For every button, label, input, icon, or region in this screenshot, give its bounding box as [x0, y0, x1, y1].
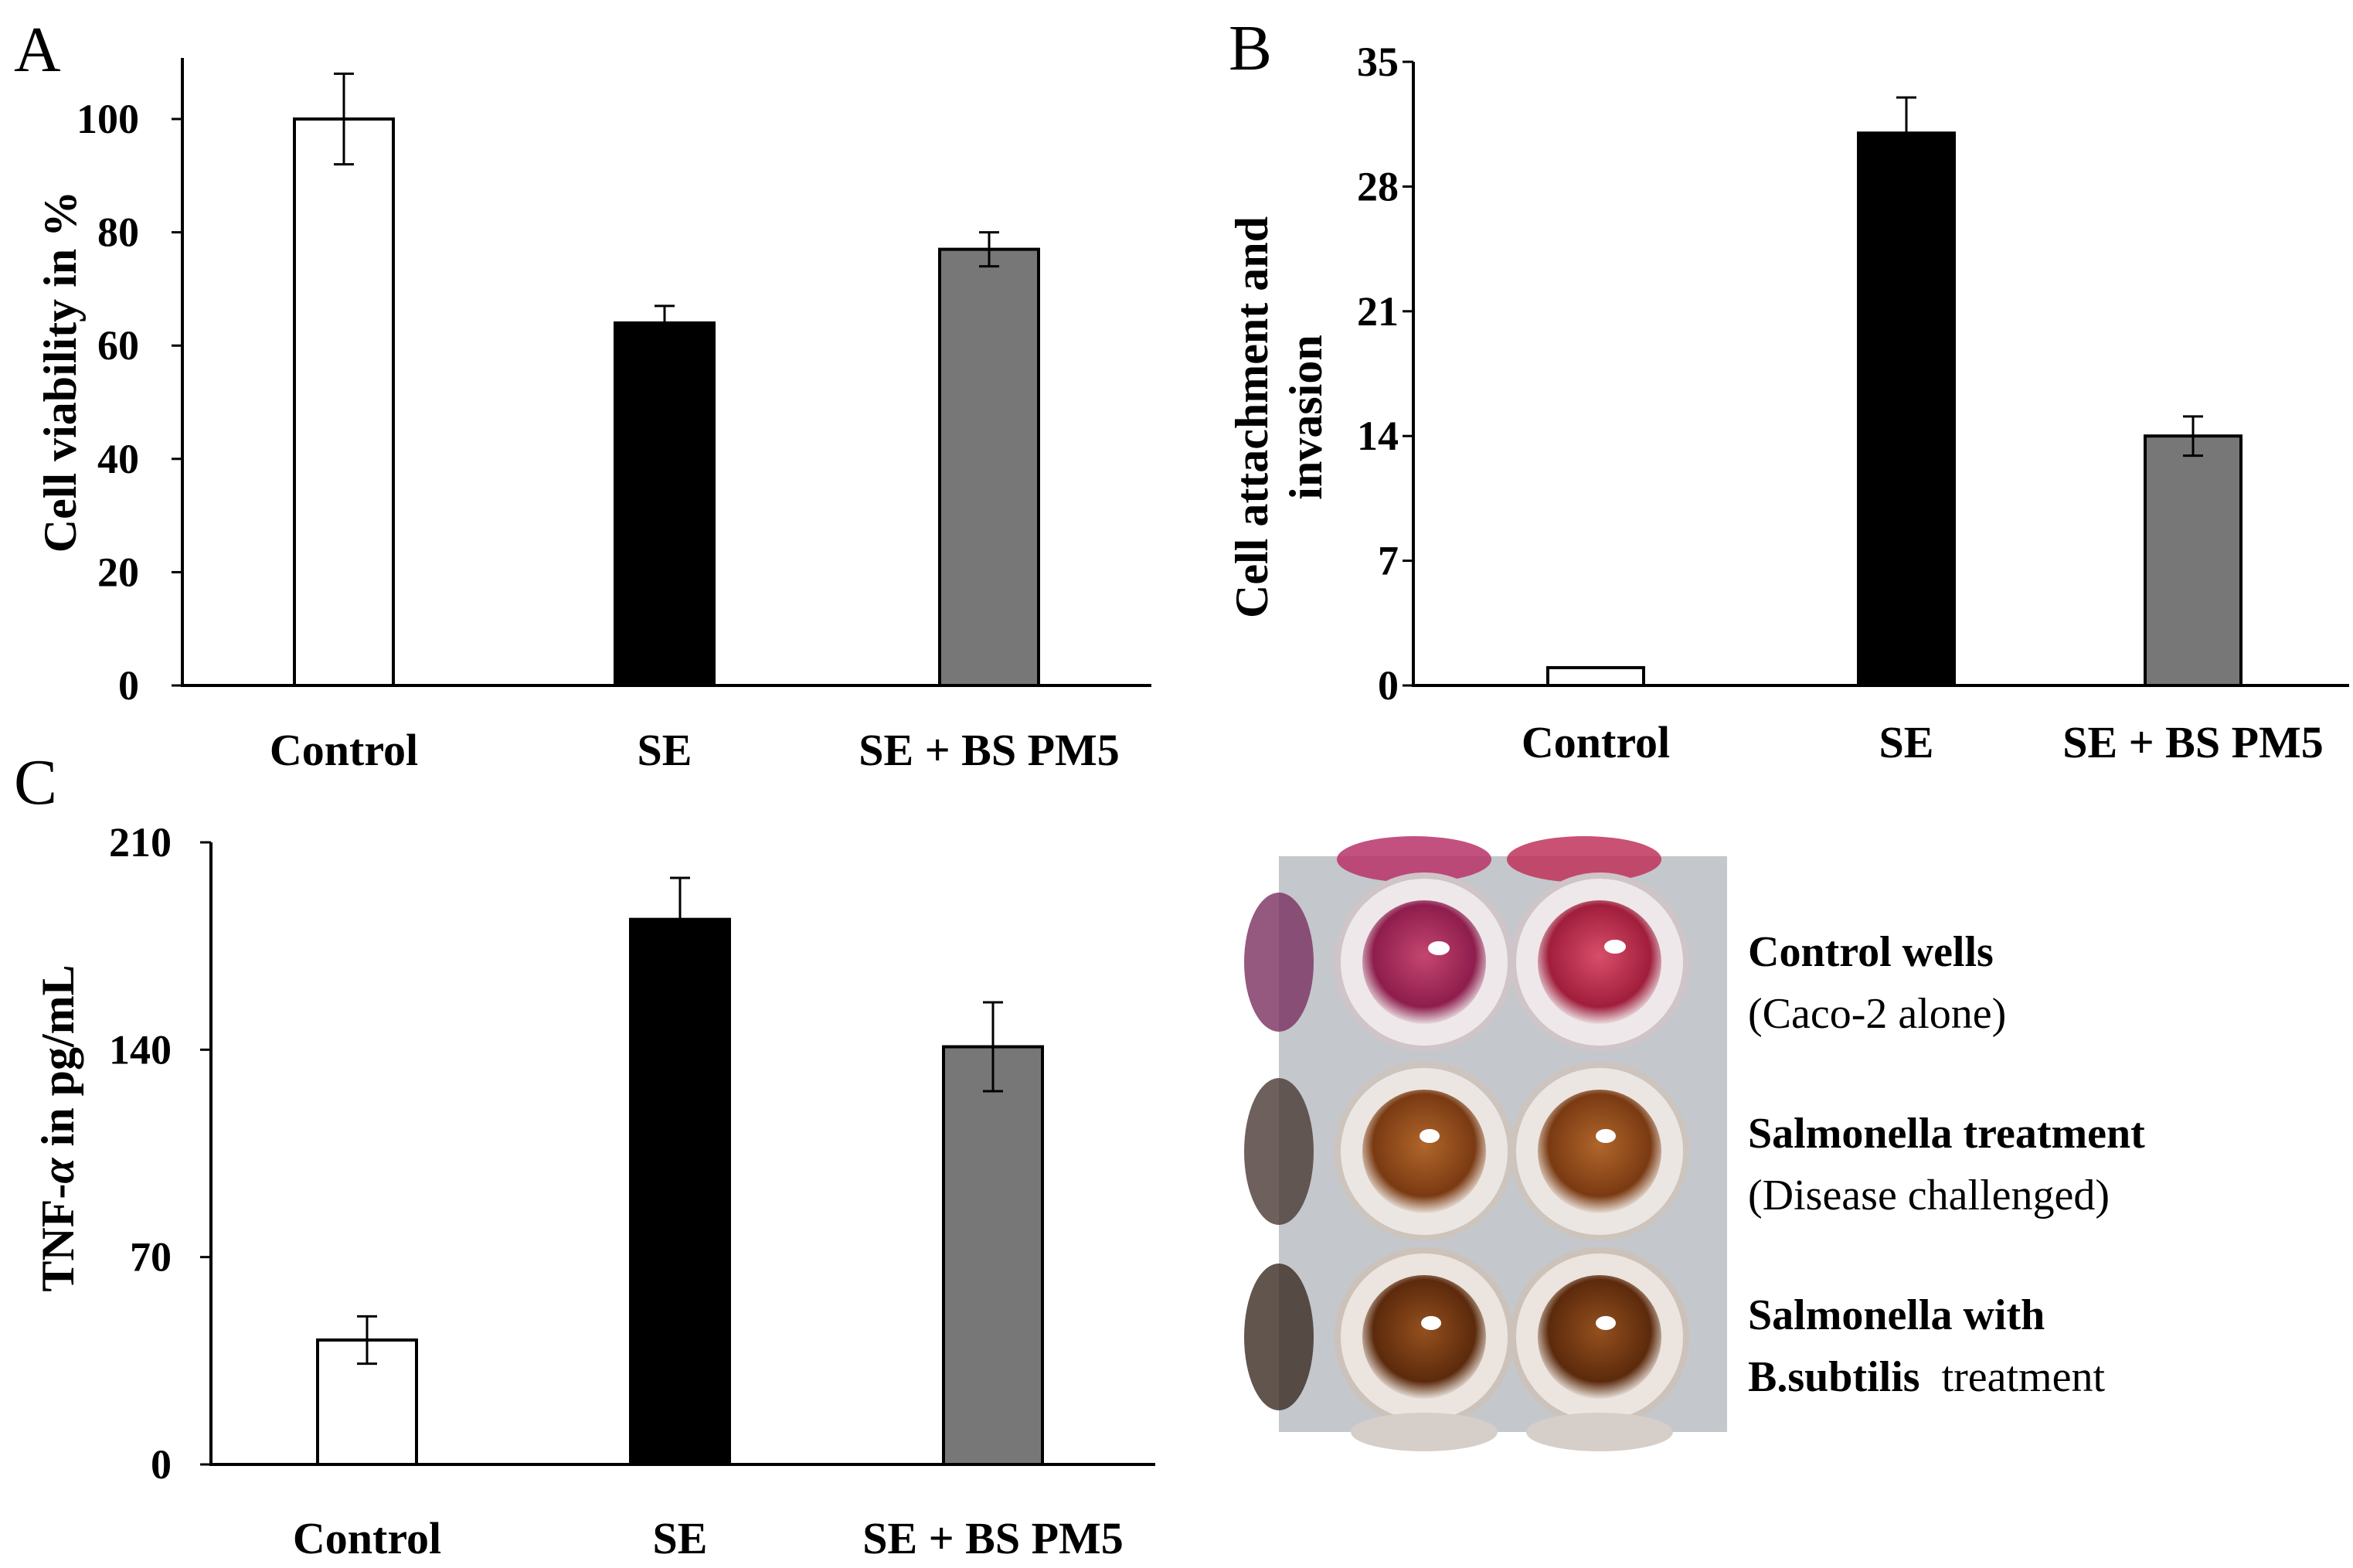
well-salmonella-1: [1362, 1090, 1486, 1213]
well-partial-left-3: [1244, 1264, 1314, 1410]
chart-a-ytick-label: 100: [77, 96, 139, 142]
well-plate-photo: [1244, 836, 1727, 1451]
well-partial-bottom-1: [1351, 1413, 1498, 1451]
chart-c-ylabel-symbol: α: [32, 1158, 83, 1184]
chart-c-ytick-label: 140: [109, 1026, 172, 1073]
chart-b-ylabel-line1: Cell attachment and: [1226, 216, 1277, 618]
panel-letter-a: A: [14, 14, 61, 86]
well-salmonella-2: [1538, 1090, 1661, 1213]
chart-b-category-label: SE + BS PM5: [2062, 717, 2324, 767]
well-reflection-3b: [1596, 1316, 1616, 1330]
chart-b-ytick-label: 0: [1378, 662, 1399, 709]
chart-a-ylabel: Cell viability in %: [35, 191, 86, 553]
well-reflection-1b: [1604, 940, 1626, 954]
chart-b-bar: [1857, 131, 1956, 687]
chart-c-ytick-label: 0: [151, 1441, 172, 1488]
well-reflection-1a: [1428, 941, 1450, 955]
chart-a-category-label: SE: [638, 725, 692, 775]
well-bsubtilis-1: [1362, 1275, 1486, 1399]
chart-b-bar: [1546, 665, 1645, 688]
label-salmonella-with: Salmonella with: [1748, 1291, 2045, 1339]
chart-b-ytick-label: 21: [1357, 288, 1399, 335]
chart-c-ylabel-suffix: in pg/mL: [32, 964, 83, 1158]
chart-c: TNF-α in pg/mL 0 70 140 210 Control SE SE + BS…: [32, 819, 1155, 1563]
chart-a-bar: [614, 321, 716, 687]
chart-b-ytick-label: 7: [1378, 538, 1399, 584]
well-partial-top-2: [1507, 836, 1661, 883]
chart-c-ylabel-prefix: TNF-: [32, 1184, 83, 1292]
chart-c-ytick-label: 70: [130, 1234, 172, 1281]
chart-c-category-label: SE: [653, 1513, 708, 1563]
label-caco2-alone: (Caco-2 alone): [1748, 990, 2006, 1038]
chart-a-ytick-label: 60: [97, 322, 139, 369]
label-salmonella-treatment: Salmonella treatment: [1748, 1110, 2145, 1158]
label-treatment: treatment: [1920, 1353, 2106, 1401]
chart-b-category-label: SE: [1879, 717, 1934, 767]
chart-c-ylabel: TNF-α in pg/mL: [32, 964, 83, 1291]
chart-b-ytick-label: 28: [1357, 163, 1399, 209]
label-disease-challenged: (Disease challenged): [1748, 1172, 2110, 1219]
panel-letter-b: B: [1229, 12, 1272, 84]
chart-b-ylabel-line2: invasion: [1280, 335, 1331, 499]
chart-a-ytick-label: 0: [118, 662, 139, 709]
well-partial-bottom-2: [1526, 1413, 1673, 1451]
chart-b: Cell attachment and invasion 0 7 14 21 28 35 C…: [1226, 39, 2349, 767]
chart-c-ytick-label: 210: [109, 819, 172, 866]
well-partial-left-2: [1244, 1078, 1314, 1225]
chart-a-ytick-label: 80: [97, 209, 139, 256]
chart-b-category-label: Control: [1522, 717, 1670, 767]
chart-c-bar: [629, 917, 731, 1466]
chart-a-bar: [293, 117, 395, 687]
chart-a-ytick-label: 40: [97, 436, 139, 482]
chart-b-ytick-label: 35: [1357, 39, 1399, 85]
label-bsubtilis: B.subtilis: [1748, 1353, 1920, 1401]
well-reflection-3a: [1421, 1316, 1441, 1330]
chart-a-category-label: Control: [270, 725, 418, 775]
chart-b-ytick-label: 14: [1357, 413, 1399, 459]
chart-c-bar: [942, 1045, 1044, 1466]
chart-a-ytick-label: 20: [97, 549, 139, 595]
well-partial-top-1: [1337, 836, 1491, 883]
well-reflection-2b: [1596, 1129, 1616, 1143]
well-reflection-2a: [1420, 1129, 1440, 1143]
well-control-1: [1362, 900, 1486, 1024]
photo-labels: Control wells (Caco-2 alone) Salmonella …: [1748, 928, 2145, 1401]
chart-c-category-label: SE + BS PM5: [862, 1513, 1124, 1563]
panel-letter-c: C: [14, 747, 57, 818]
well-control-2: [1538, 900, 1661, 1024]
chart-c-category-label: Control: [293, 1513, 441, 1563]
well-bsubtilis-2: [1538, 1275, 1661, 1399]
label-bsubtilis-treatment: B.subtilis treatment: [1748, 1353, 2105, 1401]
chart-b-bar: [2144, 434, 2242, 687]
label-control-wells: Control wells: [1748, 928, 1994, 976]
chart-a-category-label: SE + BS PM5: [859, 725, 1120, 775]
chart-a: Cell viability in % 0 20 40 60 80 100 Control S…: [35, 58, 1151, 775]
well-partial-left-1: [1244, 893, 1314, 1032]
chart-a-bar: [938, 247, 1040, 687]
